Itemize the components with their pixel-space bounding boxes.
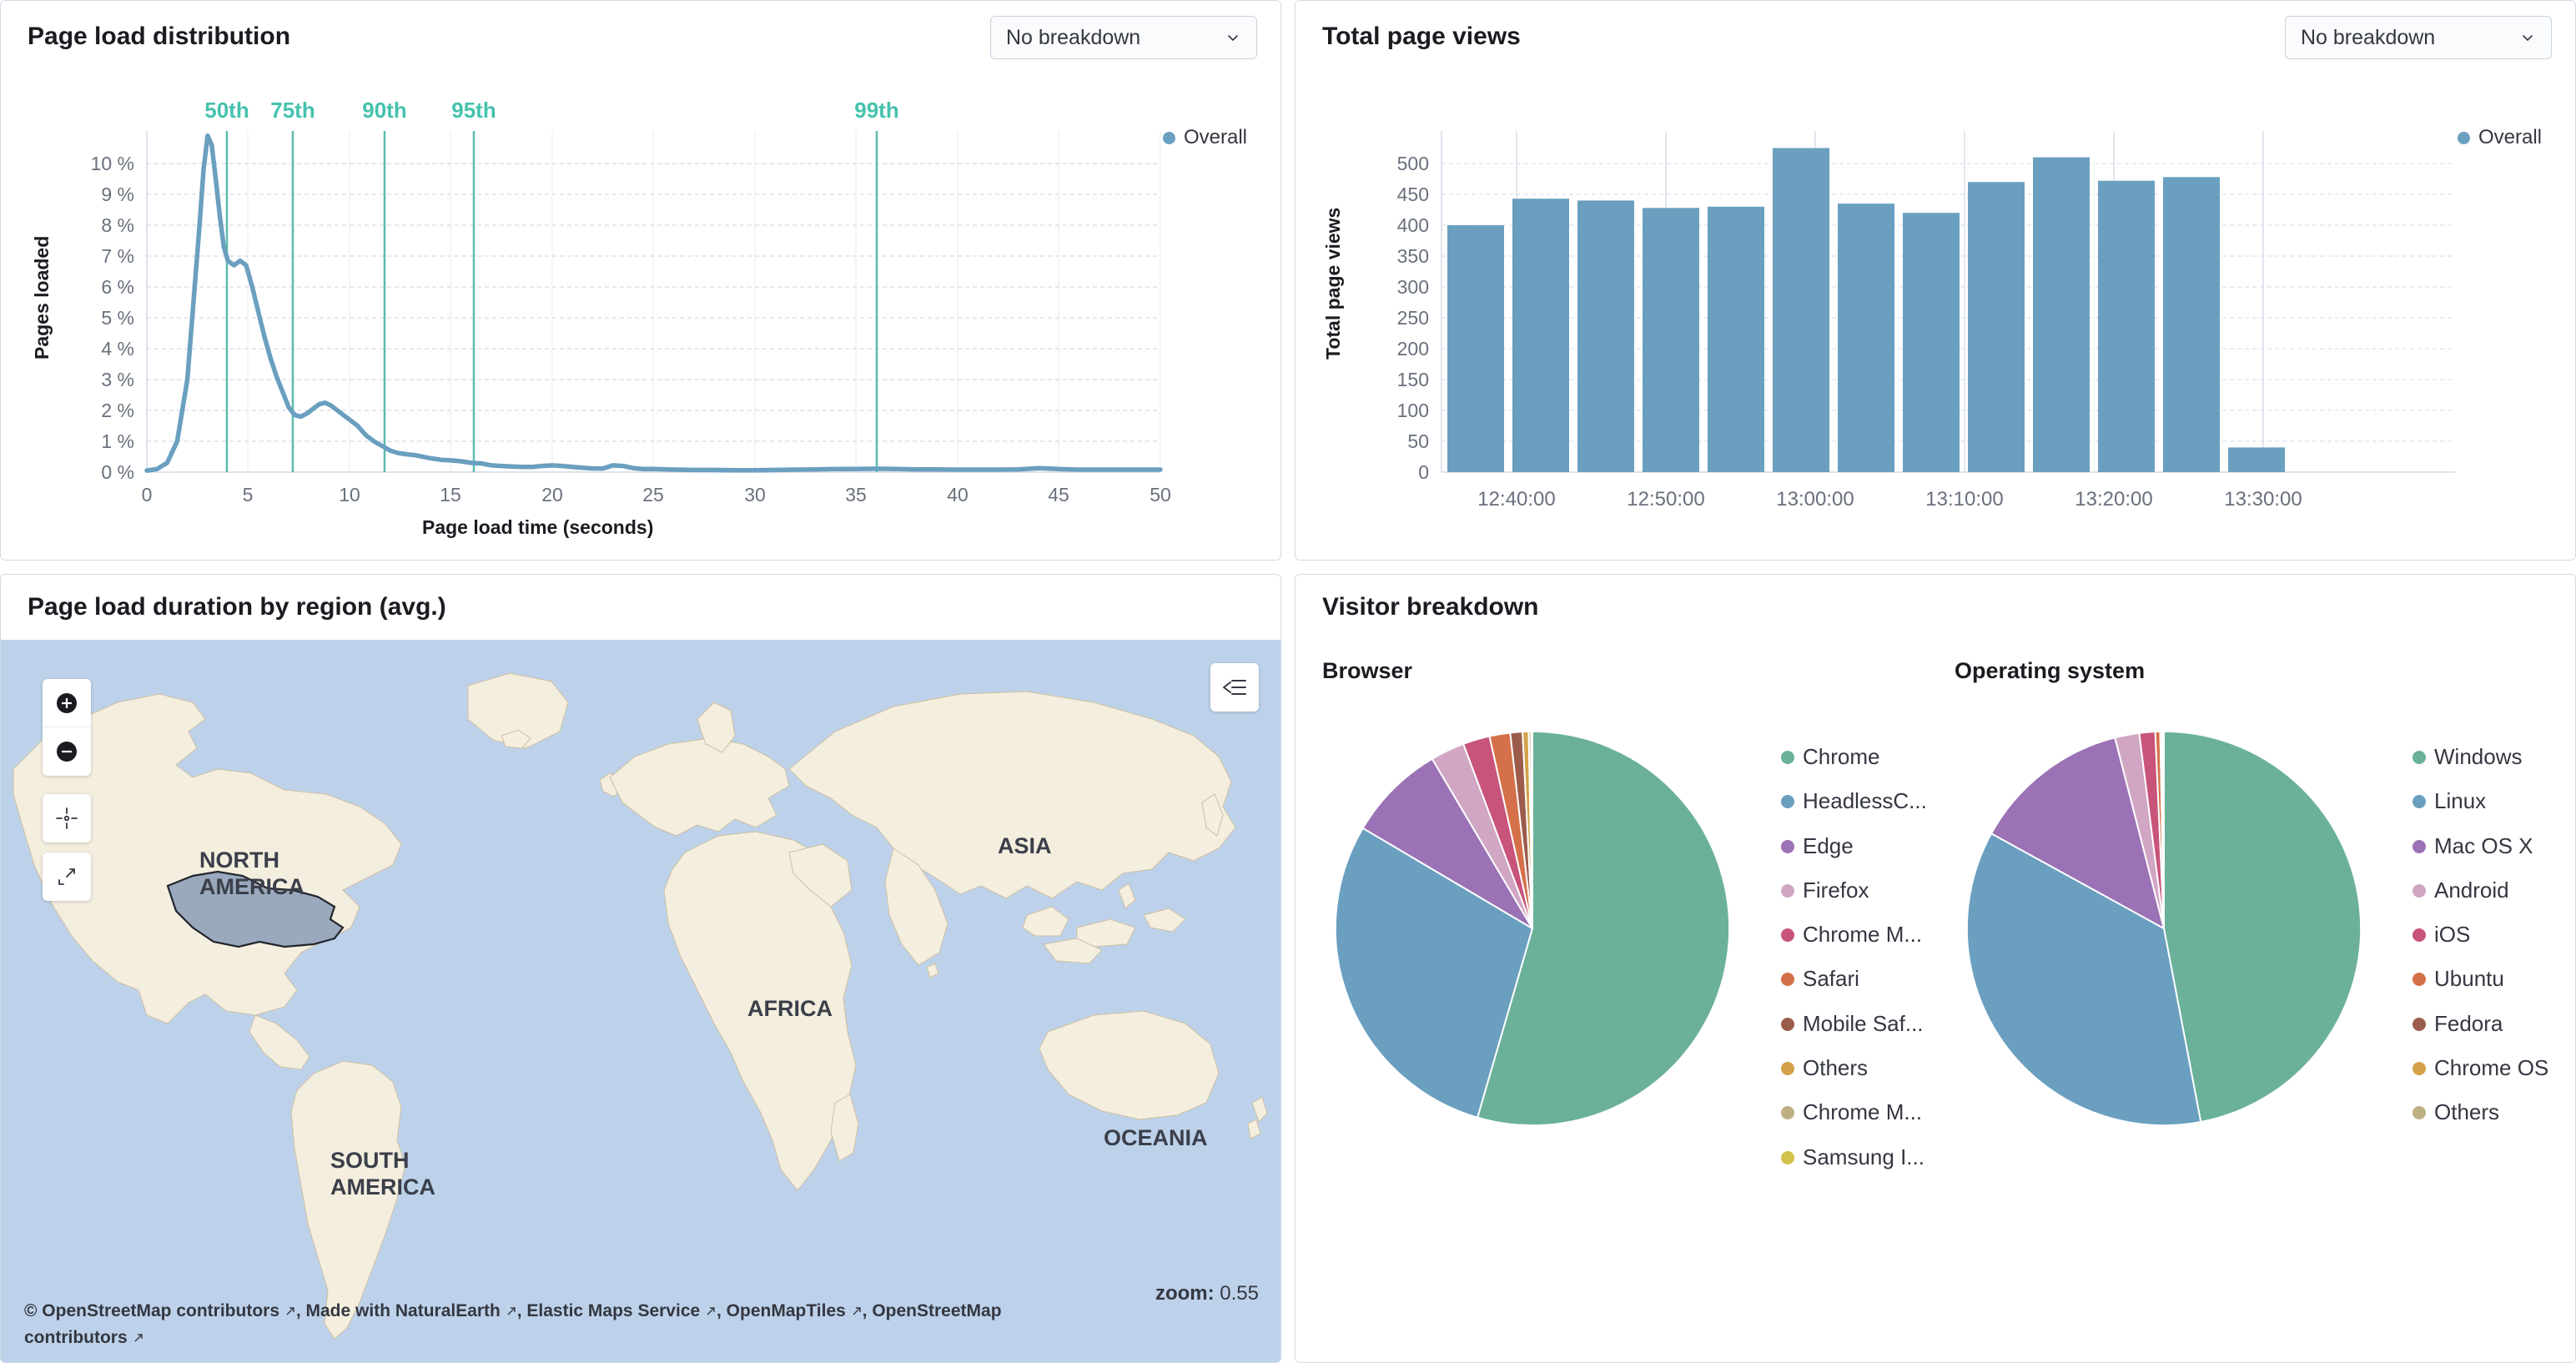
svg-text:20: 20 <box>541 484 563 505</box>
svg-text:10: 10 <box>339 484 360 505</box>
svg-text:9 %: 9 % <box>101 184 134 205</box>
svg-text:15: 15 <box>440 484 461 505</box>
svg-text:7 %: 7 % <box>101 245 134 267</box>
svg-text:13:00:00: 13:00:00 <box>1776 488 1854 510</box>
svg-text:2 %: 2 % <box>101 400 134 421</box>
svg-text:99th: 99th <box>854 98 898 123</box>
svg-text:3 %: 3 % <box>101 369 134 390</box>
svg-text:350: 350 <box>1397 245 1429 267</box>
svg-text:6 %: 6 % <box>101 276 134 298</box>
svg-text:50: 50 <box>1150 484 1171 505</box>
svg-text:40: 40 <box>947 484 969 505</box>
svg-text:450: 450 <box>1397 184 1429 205</box>
svg-text:300: 300 <box>1397 276 1429 298</box>
svg-text:150: 150 <box>1397 369 1429 390</box>
svg-text:200: 200 <box>1397 338 1429 360</box>
svg-text:5: 5 <box>243 484 254 505</box>
svg-text:12:50:00: 12:50:00 <box>1627 488 1704 510</box>
svg-text:45: 45 <box>1048 484 1069 505</box>
svg-text:30: 30 <box>744 484 766 505</box>
svg-text:95th: 95th <box>451 98 496 123</box>
svg-text:0: 0 <box>1418 461 1429 483</box>
svg-text:10 %: 10 % <box>91 153 134 174</box>
svg-text:50th: 50th <box>204 98 249 123</box>
svg-text:250: 250 <box>1397 307 1429 329</box>
svg-text:100: 100 <box>1397 400 1429 421</box>
svg-text:0 %: 0 % <box>101 461 134 483</box>
svg-text:90th: 90th <box>362 98 406 123</box>
svg-text:400: 400 <box>1397 214 1429 236</box>
svg-text:25: 25 <box>642 484 664 505</box>
svg-text:8 %: 8 % <box>101 214 134 236</box>
svg-text:1 %: 1 % <box>101 430 134 452</box>
svg-text:13:10:00: 13:10:00 <box>1925 488 2003 510</box>
svg-text:13:30:00: 13:30:00 <box>2224 488 2302 510</box>
svg-text:13:20:00: 13:20:00 <box>2075 488 2152 510</box>
svg-text:35: 35 <box>845 484 867 505</box>
svg-text:12:40:00: 12:40:00 <box>1477 488 1555 510</box>
svg-text:75th: 75th <box>270 98 314 123</box>
svg-text:50: 50 <box>1407 430 1429 452</box>
svg-text:0: 0 <box>142 484 153 505</box>
svg-text:4 %: 4 % <box>101 338 134 360</box>
svg-text:500: 500 <box>1397 153 1429 174</box>
svg-text:5 %: 5 % <box>101 307 134 329</box>
